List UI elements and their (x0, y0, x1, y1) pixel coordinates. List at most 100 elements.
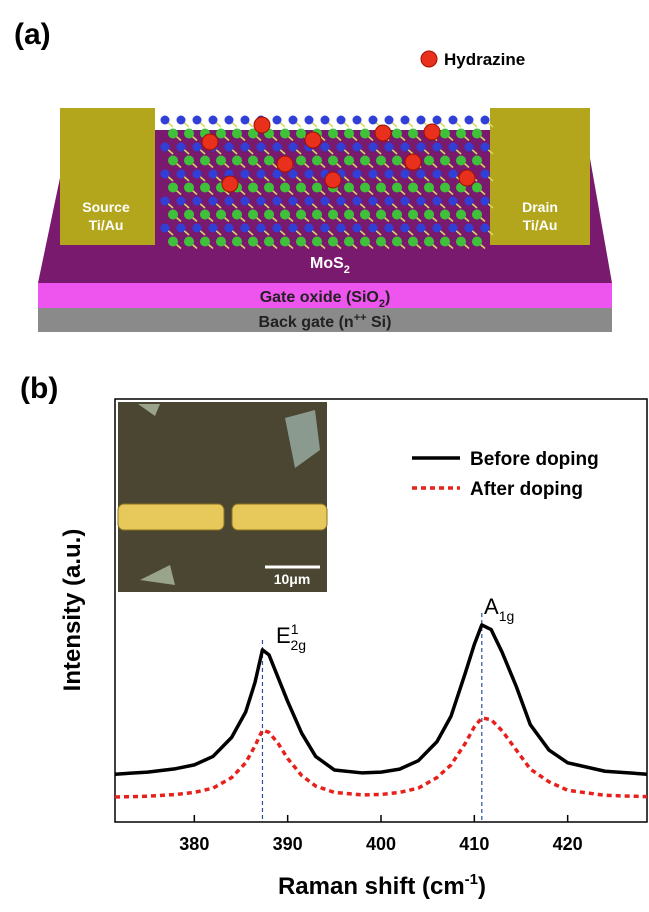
s-atom (417, 197, 426, 206)
s-atom (161, 116, 170, 125)
s-atom (401, 197, 410, 206)
s-atom (241, 116, 250, 125)
mo-atom (360, 237, 370, 247)
mo-atom (248, 210, 258, 220)
mo-atom (168, 237, 178, 247)
mo-atom (424, 156, 434, 166)
mo-atom (232, 129, 242, 139)
s-atom (465, 224, 474, 233)
s-atom (209, 224, 218, 233)
s-atom (433, 170, 442, 179)
mo-atom (392, 237, 402, 247)
s-atom (193, 224, 202, 233)
s-atom (209, 197, 218, 206)
s-atom (417, 224, 426, 233)
mo-atom (168, 156, 178, 166)
text-part: MoS (310, 255, 344, 272)
s-atom (177, 197, 186, 206)
s-atom (273, 143, 282, 152)
s-atom (241, 170, 250, 179)
hydrazine (277, 156, 293, 172)
mo-atom (472, 183, 482, 193)
mo-atom (472, 129, 482, 139)
peak-label: A1g (484, 594, 514, 624)
mo-atom (344, 183, 354, 193)
legend-label: After doping (470, 479, 583, 500)
mo-atom (296, 156, 306, 166)
mo-atom (472, 237, 482, 247)
mo-atom (392, 129, 402, 139)
mo-atom (360, 210, 370, 220)
drain-label: Ti/Au (523, 217, 558, 233)
s-atom (465, 143, 474, 152)
text-sub: 2g (290, 637, 306, 653)
s-atom (433, 116, 442, 125)
mo-atom (408, 237, 418, 247)
mo-atom (280, 183, 290, 193)
s-atom (337, 197, 346, 206)
s-atom (209, 116, 218, 125)
s-atom (305, 170, 314, 179)
mo-atom (296, 183, 306, 193)
mo-atom (200, 210, 210, 220)
mo-atom (440, 237, 450, 247)
x-tick-label: 420 (553, 834, 583, 854)
text-part: Si) (367, 314, 392, 331)
s-atom (177, 143, 186, 152)
mo-atom (248, 183, 258, 193)
inset-electrode (232, 504, 327, 530)
s-atom (193, 197, 202, 206)
series-line (115, 718, 647, 797)
s-atom (337, 143, 346, 152)
s-atom (401, 143, 410, 152)
text-part: A (484, 594, 499, 619)
mo-atom (184, 237, 194, 247)
s-atom (481, 224, 490, 233)
mo-atom (232, 237, 242, 247)
mo-atom (200, 183, 210, 193)
text-part: Raman shift (cm (278, 873, 465, 900)
mo-atom (376, 156, 386, 166)
s-atom (369, 197, 378, 206)
hydrazine (202, 134, 218, 150)
mo-atom (392, 210, 402, 220)
s-atom (353, 170, 362, 179)
s-atom (289, 116, 298, 125)
mo-atom (184, 156, 194, 166)
hydrazine (222, 176, 238, 192)
mo-atom (200, 237, 210, 247)
x-tick-label: 400 (366, 834, 396, 854)
s-atom (369, 116, 378, 125)
mo-atom (168, 129, 178, 139)
mo-atom (456, 156, 466, 166)
x-tick-label: 410 (459, 834, 489, 854)
mo-atom (456, 129, 466, 139)
s-atom (449, 116, 458, 125)
mo-atom (280, 237, 290, 247)
mo-atom (328, 210, 338, 220)
s-atom (161, 224, 170, 233)
mo-atom (344, 129, 354, 139)
text-sub: 2 (344, 264, 350, 276)
mo-atom (376, 210, 386, 220)
mo-atom (248, 237, 258, 247)
s-atom (289, 197, 298, 206)
hydrazine (375, 125, 391, 141)
s-atom (449, 170, 458, 179)
hydrazine (254, 117, 270, 133)
mo-atom (424, 237, 434, 247)
mo-atom (216, 237, 226, 247)
s-atom (257, 170, 266, 179)
legend-text: Hydrazine (444, 50, 525, 69)
s-atom (433, 197, 442, 206)
mo-atom (312, 156, 322, 166)
inset-electrode (118, 504, 224, 530)
s-atom (321, 197, 330, 206)
s-atom (369, 224, 378, 233)
mo-atom (424, 183, 434, 193)
mo-atom (280, 129, 290, 139)
s-atom (401, 116, 410, 125)
mo-atom (360, 156, 370, 166)
s-atom (257, 197, 266, 206)
mo-atom (440, 210, 450, 220)
